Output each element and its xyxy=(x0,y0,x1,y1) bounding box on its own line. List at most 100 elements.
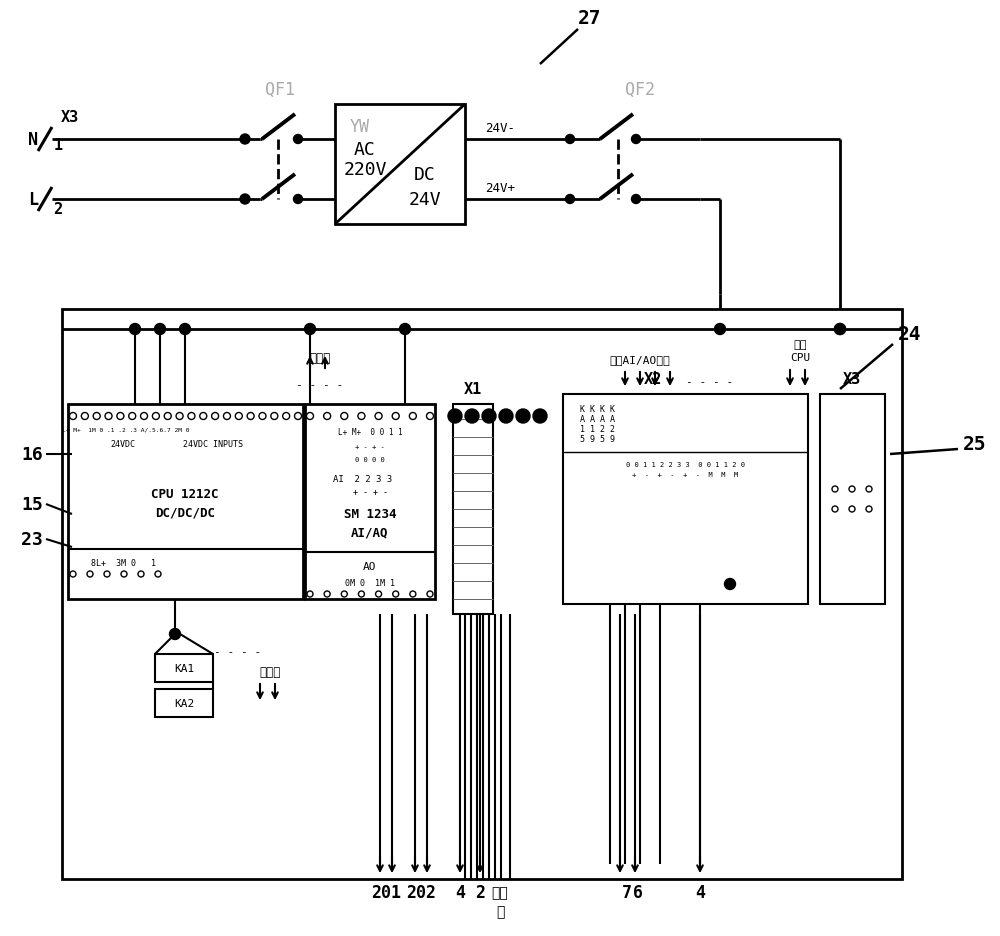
Bar xyxy=(613,552,627,567)
Bar xyxy=(673,485,687,500)
Text: X3: X3 xyxy=(61,110,79,125)
Text: 7: 7 xyxy=(622,883,632,901)
Text: 至端子: 至端子 xyxy=(259,665,281,678)
Circle shape xyxy=(482,410,496,424)
Text: - - - -: - - - - xyxy=(296,380,344,389)
Bar xyxy=(568,502,582,517)
Text: 来自AI/AO模块: 来自AI/AO模块 xyxy=(610,355,670,365)
Bar xyxy=(613,519,627,534)
Bar xyxy=(62,310,902,879)
Bar xyxy=(793,502,807,517)
Bar xyxy=(718,485,732,500)
Bar xyxy=(155,689,213,717)
Bar xyxy=(568,519,582,534)
Bar xyxy=(673,535,687,550)
Bar xyxy=(778,485,792,500)
Bar xyxy=(568,535,582,550)
Bar xyxy=(628,502,642,517)
Bar xyxy=(453,404,493,614)
Bar xyxy=(628,519,642,534)
Text: 27: 27 xyxy=(578,8,602,27)
Text: KA2: KA2 xyxy=(174,698,194,709)
Text: 4: 4 xyxy=(695,883,705,901)
Text: 24V: 24V xyxy=(409,191,441,209)
Bar xyxy=(733,519,747,534)
Bar xyxy=(820,395,885,605)
Text: 0M 0  1M 1: 0M 0 1M 1 xyxy=(345,578,395,587)
Text: QF1: QF1 xyxy=(265,80,295,99)
Bar xyxy=(825,524,880,543)
Bar xyxy=(778,519,792,534)
Bar xyxy=(673,519,687,534)
Text: 6: 6 xyxy=(633,883,643,901)
Text: 202: 202 xyxy=(406,883,436,901)
Text: - - - -: - - - - xyxy=(214,647,262,656)
Bar xyxy=(613,535,627,550)
Bar xyxy=(568,552,582,567)
Text: 220V: 220V xyxy=(343,161,387,179)
Text: L+ M+  1M 0 .1 .2 .3 A/.5.6.7 2M 0: L+ M+ 1M 0 .1 .2 .3 A/.5.6.7 2M 0 xyxy=(62,427,190,432)
Bar xyxy=(793,485,807,500)
Bar xyxy=(748,485,762,500)
Text: L: L xyxy=(28,191,38,209)
Bar xyxy=(763,502,777,517)
Bar xyxy=(733,535,747,550)
Circle shape xyxy=(305,324,316,335)
Text: A A A A: A A A A xyxy=(580,415,616,424)
Circle shape xyxy=(834,324,846,335)
Text: 0 0 1 1 2 2 3 3  0 0 1 1 2 0: 0 0 1 1 2 2 3 3 0 0 1 1 2 0 xyxy=(626,461,744,467)
Circle shape xyxy=(180,324,191,335)
Bar xyxy=(583,485,597,500)
Bar xyxy=(673,552,687,567)
Text: 至端子: 至端子 xyxy=(309,351,331,364)
Circle shape xyxy=(155,324,166,335)
Text: 来自: 来自 xyxy=(793,340,807,350)
Text: 201: 201 xyxy=(371,883,401,901)
Text: AI/AQ: AI/AQ xyxy=(351,526,389,539)
Bar xyxy=(643,552,657,567)
Bar xyxy=(733,502,747,517)
Bar xyxy=(688,519,702,534)
Text: AO: AO xyxy=(363,562,377,571)
Text: KA1: KA1 xyxy=(174,664,194,673)
Text: YW: YW xyxy=(350,118,370,136)
Text: 4: 4 xyxy=(455,883,465,901)
Circle shape xyxy=(516,410,530,424)
Bar xyxy=(583,552,597,567)
Text: X1: X1 xyxy=(464,382,482,397)
Bar xyxy=(825,464,880,482)
Bar xyxy=(763,485,777,500)
Text: 23: 23 xyxy=(21,531,43,548)
Bar xyxy=(718,502,732,517)
Text: 15: 15 xyxy=(21,495,43,514)
Bar xyxy=(825,445,880,462)
Bar xyxy=(748,552,762,567)
Bar xyxy=(613,502,627,517)
Circle shape xyxy=(533,410,547,424)
Text: 8L+  3M 0   1: 8L+ 3M 0 1 xyxy=(91,558,156,567)
Bar xyxy=(643,502,657,517)
Bar xyxy=(583,502,597,517)
Bar xyxy=(688,552,702,567)
Bar xyxy=(703,552,717,567)
Text: - - - -: - - - - xyxy=(686,376,734,387)
Bar xyxy=(748,502,762,517)
Bar xyxy=(305,404,435,599)
Text: DC: DC xyxy=(414,166,436,183)
Circle shape xyxy=(240,195,250,205)
Bar xyxy=(703,485,717,500)
Text: 25: 25 xyxy=(963,435,987,454)
Bar xyxy=(778,552,792,567)
Bar xyxy=(598,535,612,550)
Bar xyxy=(703,519,717,534)
Bar xyxy=(718,552,732,567)
Bar xyxy=(643,485,657,500)
Bar xyxy=(793,519,807,534)
Circle shape xyxy=(294,136,303,144)
Text: 5 9 5 9: 5 9 5 9 xyxy=(580,435,616,444)
Bar xyxy=(673,502,687,517)
Bar xyxy=(703,502,717,517)
Circle shape xyxy=(632,136,640,144)
Bar xyxy=(825,505,880,522)
Text: 1: 1 xyxy=(53,138,63,153)
